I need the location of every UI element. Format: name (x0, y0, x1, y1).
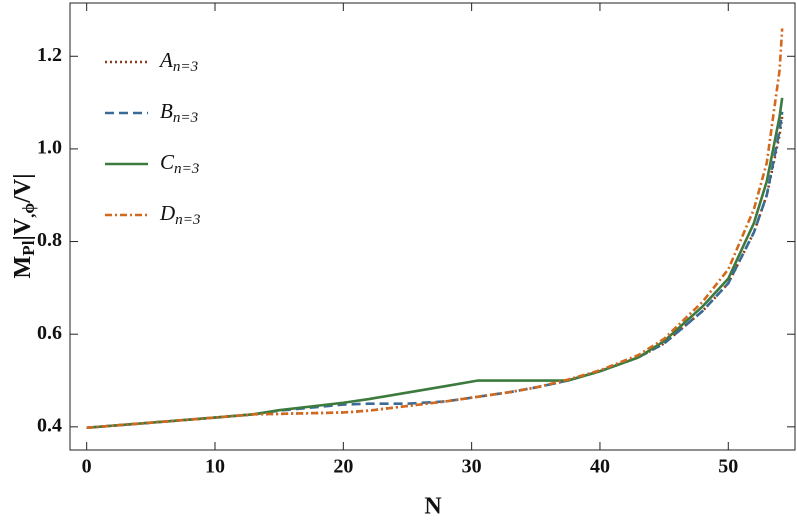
y-tick-label: 0.4 (37, 414, 62, 436)
series-line (86, 28, 784, 430)
y-tick-label: 0.8 (37, 229, 62, 251)
x-tick-label: 10 (205, 456, 225, 478)
legend-label: An=3 (158, 48, 199, 76)
y-tick-label: 0.6 (37, 322, 62, 344)
x-tick-label: 30 (462, 456, 482, 478)
plot-frame (69, 2, 796, 451)
y-axis-label: MPl|V,ϕ/V| (10, 173, 38, 278)
x-tick-label: 20 (333, 456, 353, 478)
legend-label: Cn=3 (160, 150, 200, 178)
x-tick-label: 40 (590, 456, 610, 478)
series-line (86, 97, 784, 430)
series-line (86, 111, 784, 430)
x-tick-label: 50 (718, 456, 738, 478)
legend-label: Dn=3 (159, 201, 201, 229)
y-tick-label: 1.2 (37, 44, 62, 66)
x-tick-label: 0 (82, 456, 92, 478)
legend-label: Bn=3 (160, 99, 199, 127)
y-tick-label: 1.0 (37, 137, 62, 159)
x-axis-label: N (424, 494, 442, 520)
